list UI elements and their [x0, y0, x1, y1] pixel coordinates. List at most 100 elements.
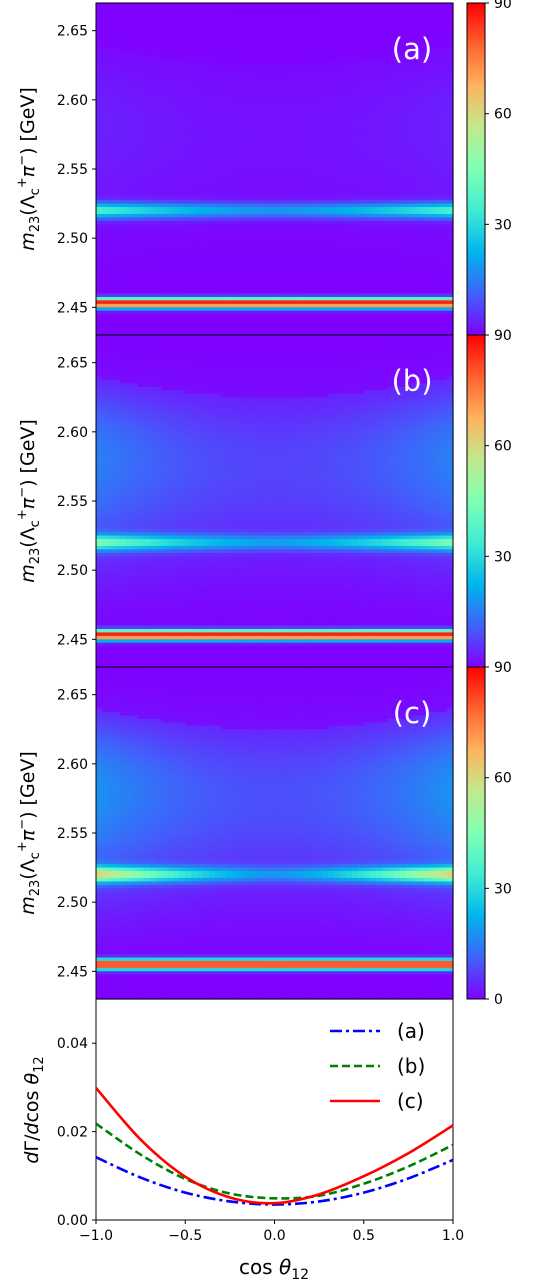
heatmap-cell [203, 37, 210, 42]
heatmap-cell [197, 65, 204, 70]
heatmap-cell [161, 148, 168, 153]
heatmap-cell [351, 13, 359, 18]
heatmap-cell [399, 262, 406, 267]
heatmap-cell [351, 27, 359, 32]
heatmap-cell [250, 158, 258, 163]
heatmap-cell [209, 258, 216, 263]
heatmap-cell [417, 189, 424, 194]
heatmap-cell [435, 262, 442, 267]
heatmap-cell [357, 79, 365, 84]
heatmap-cell [244, 155, 252, 160]
heatmap-cell [179, 120, 186, 125]
heatmap-cell [232, 79, 240, 84]
heatmap-cell [238, 169, 246, 174]
heatmap-cell [197, 124, 204, 129]
heatmap-cell [423, 9, 430, 14]
heatmap-cell [345, 44, 353, 49]
heatmap-cell [375, 245, 383, 250]
heatmap-cell [119, 13, 127, 18]
heatmap-cell [226, 262, 234, 267]
heatmap-cell [119, 130, 127, 136]
heatmap-cell [125, 72, 133, 77]
heatmap-cell [215, 13, 222, 18]
heatmap-cell [155, 276, 163, 281]
heatmap-cell [399, 20, 406, 25]
heatmap-cell [185, 75, 192, 80]
heatmap-cell [155, 58, 163, 63]
heatmap-cell [345, 276, 353, 281]
heatmap-cell [393, 238, 401, 243]
heatmap-cell [393, 89, 401, 94]
heatmap-cell [381, 155, 389, 160]
heatmap-cell [387, 30, 395, 35]
heatmap-cell [113, 23, 121, 28]
heatmap-cell [185, 169, 192, 174]
heatmap-cell [339, 68, 347, 73]
heatmap-cell [441, 120, 448, 125]
heatmap-cell [131, 165, 139, 170]
heatmap-cell [339, 175, 347, 180]
heatmap-cell [393, 179, 401, 184]
heatmap-cell [345, 220, 353, 225]
heatmap-cell [250, 207, 258, 212]
heatmap-cell [262, 141, 270, 146]
heatmap-cell [387, 248, 395, 253]
heatmap-cell [387, 241, 395, 246]
heatmap-cell [107, 9, 115, 14]
heatmap-cell [173, 82, 180, 87]
heatmap-cell [101, 276, 109, 281]
heatmap-cell [328, 141, 335, 146]
heatmap-cell [191, 37, 198, 42]
heatmap-cell [143, 137, 151, 142]
heatmap-cell [334, 189, 341, 194]
heatmap-cell [339, 213, 347, 219]
heatmap-cell [143, 41, 151, 46]
heatmap-cell [256, 231, 264, 236]
heatmap-cell [429, 200, 436, 205]
heatmap-cell [244, 200, 252, 205]
heatmap-cell [96, 44, 103, 49]
heatmap-cell [369, 110, 377, 115]
heatmap-cell [256, 75, 264, 80]
heatmap-cell [334, 210, 341, 215]
heatmap-cell [250, 16, 258, 21]
heatmap-cell [197, 137, 204, 142]
heatmap-cell [334, 103, 341, 108]
heatmap-cell [209, 130, 216, 136]
heatmap-cell [167, 130, 174, 136]
heatmap-cell [393, 186, 401, 191]
heatmap-cell [125, 258, 133, 263]
heatmap-cell [405, 92, 412, 97]
heatmap-cell [328, 96, 335, 101]
heatmap-cell [197, 207, 204, 212]
heatmap-cell [250, 151, 258, 156]
heatmap-cell [435, 117, 442, 122]
heatmap-cell [173, 13, 180, 18]
heatmap-cell [203, 179, 210, 184]
heatmap-cell [399, 175, 406, 180]
heatmap-cell [447, 134, 454, 139]
heatmap-cell [232, 16, 240, 21]
heatmap-cell [304, 245, 311, 250]
heatmap-cell [429, 265, 436, 270]
heatmap-cell [411, 113, 418, 118]
heatmap-cell [119, 6, 127, 11]
heatmap-cell [435, 265, 442, 270]
heatmap-cell [274, 213, 282, 219]
heatmap-cell [220, 193, 228, 198]
heatmap-cell [226, 220, 234, 225]
heatmap-cell [191, 172, 198, 177]
heatmap-cell [363, 16, 371, 21]
heatmap-cell [369, 172, 377, 177]
heatmap-cell [286, 92, 293, 97]
heatmap-cell [334, 245, 341, 250]
heatmap-cell [441, 175, 448, 180]
heatmap-cell [113, 238, 121, 243]
heatmap-cell [220, 283, 228, 288]
heatmap-cell [149, 248, 157, 253]
heatmap-cell [209, 58, 216, 63]
heatmap-cell [226, 252, 234, 257]
heatmap-cell [375, 200, 383, 205]
heatmap-cell [363, 58, 371, 63]
heatmap-cell [125, 65, 133, 70]
